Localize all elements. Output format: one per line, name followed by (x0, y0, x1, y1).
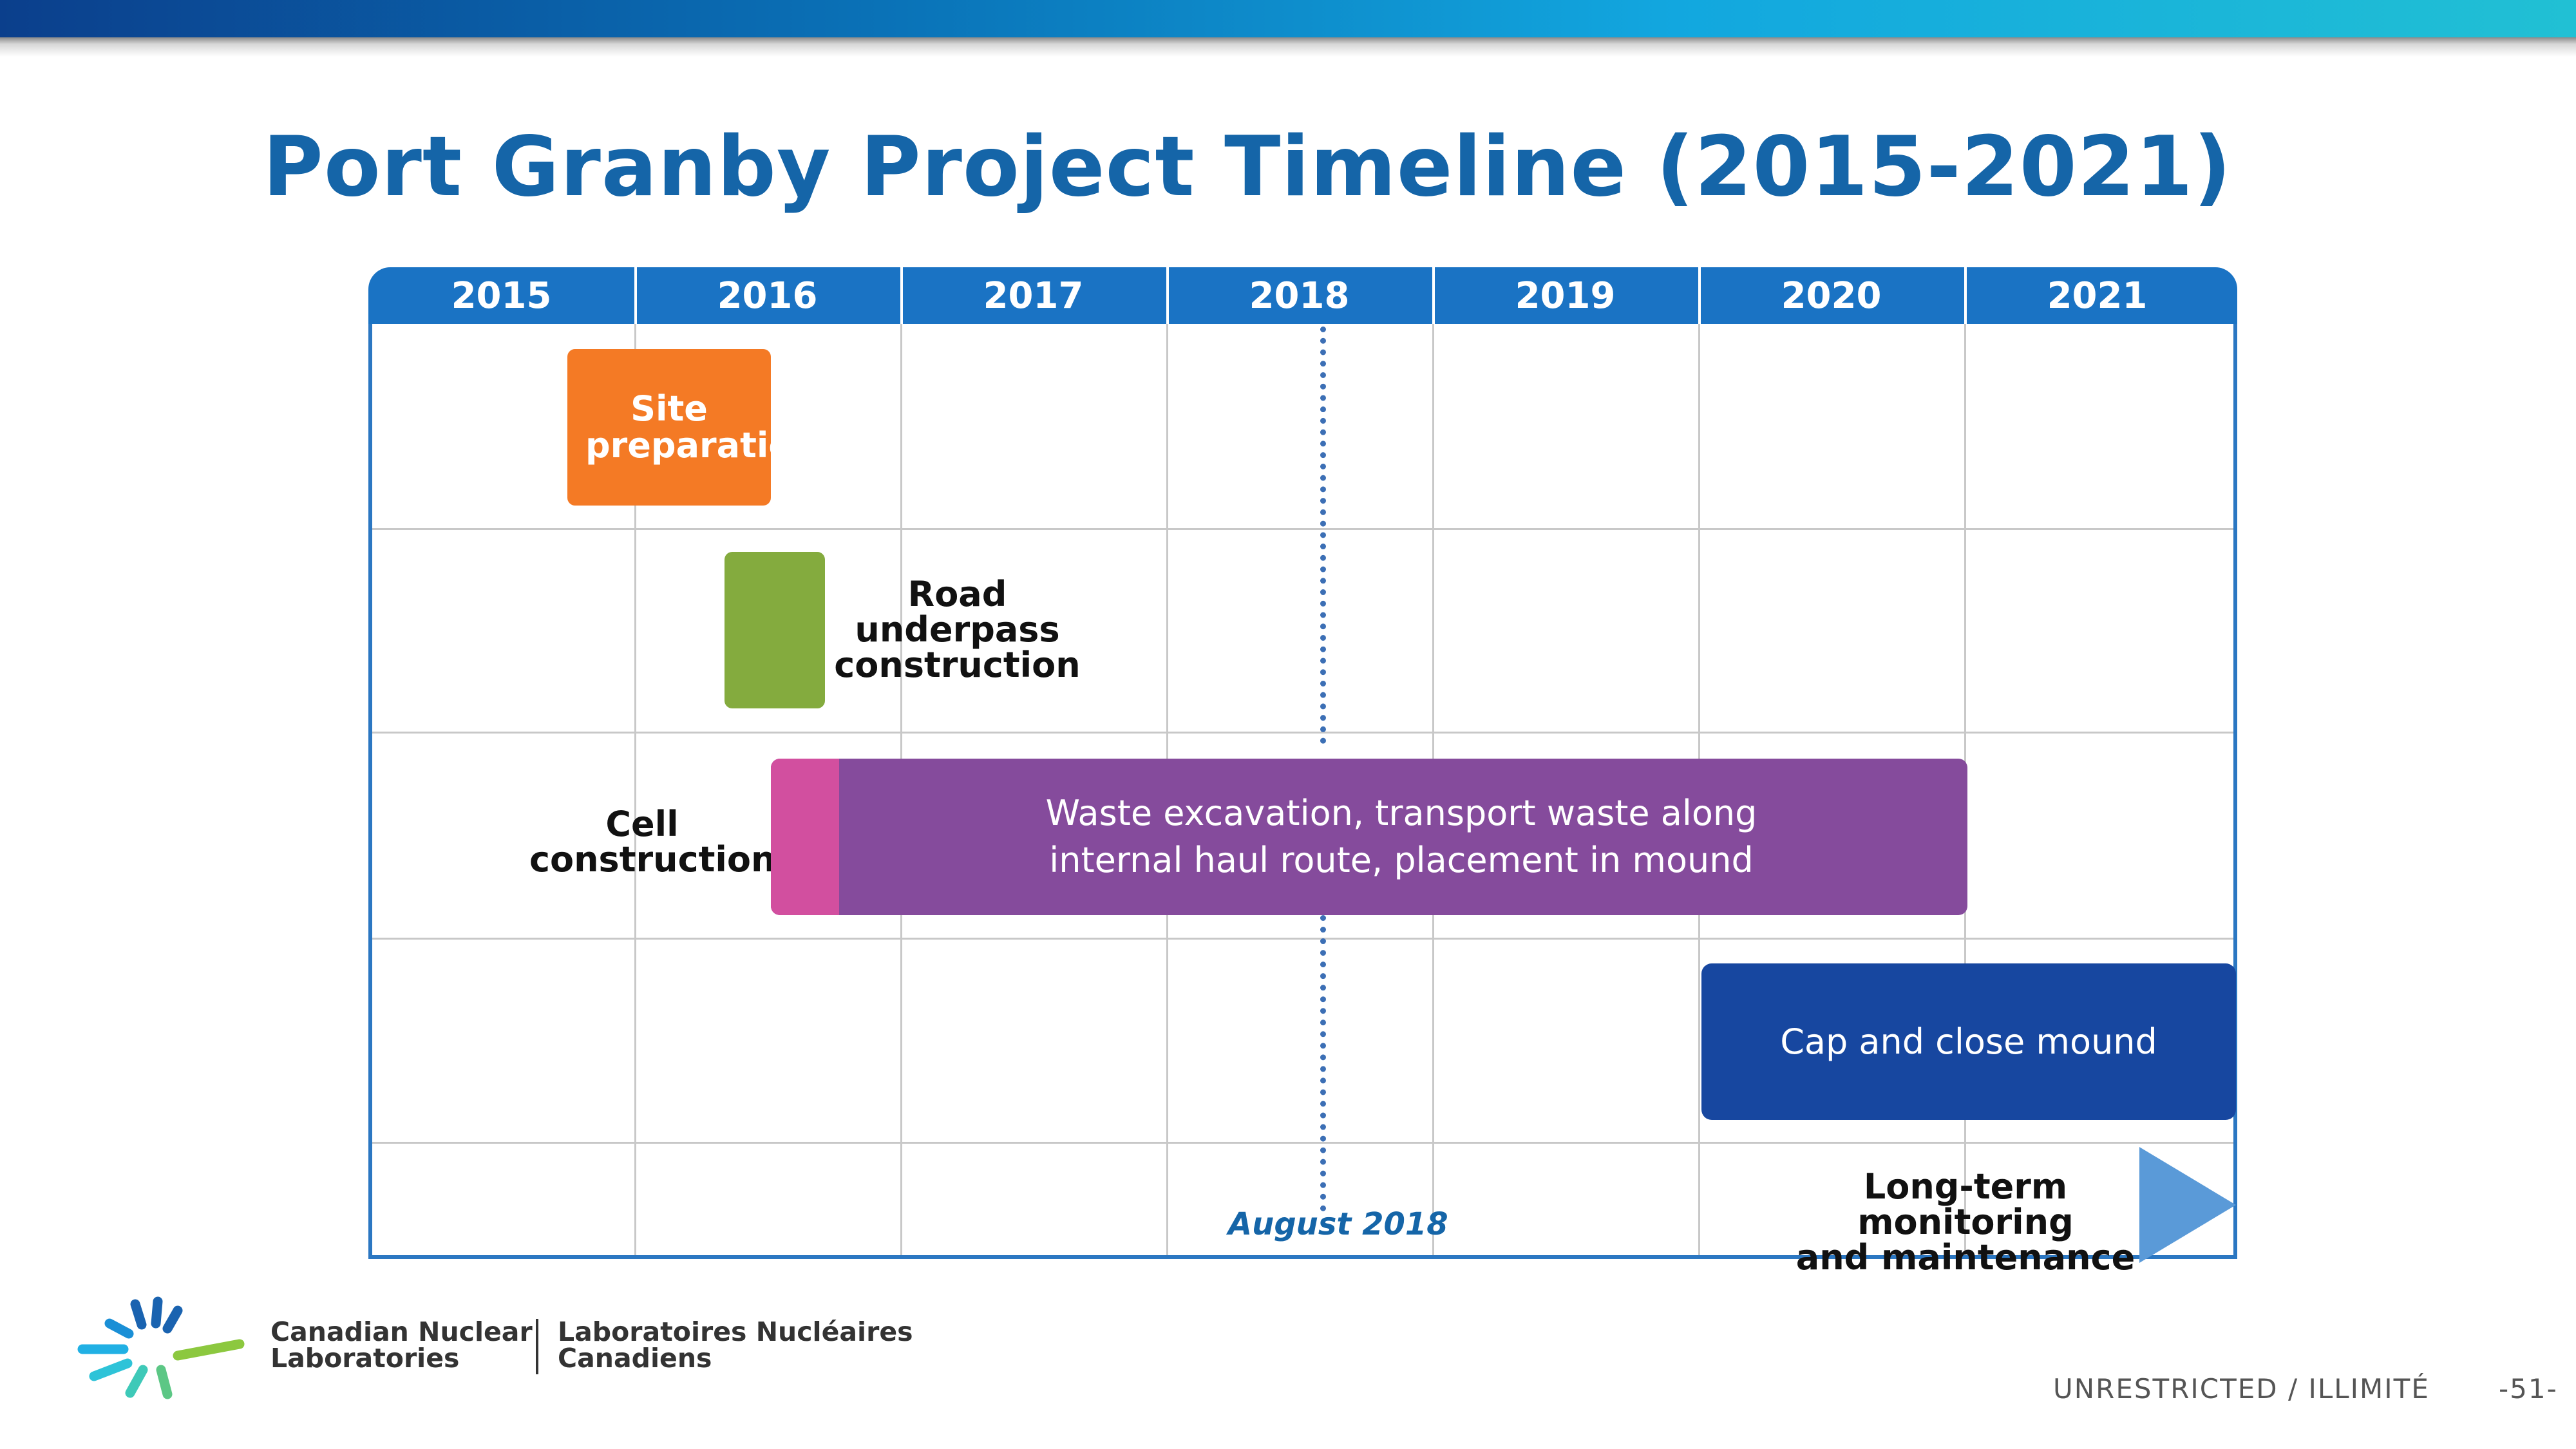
header-divider (1166, 267, 1169, 324)
cell-construction-label-line: construction (529, 839, 776, 880)
waste-excavation-bar: Waste excavation, transport waste along … (771, 759, 1967, 915)
page-number: -51- (2499, 1373, 2558, 1405)
header-divider (634, 267, 637, 324)
org-name-french-line: Laboratoires Nucléaires (558, 1316, 913, 1347)
grid-row-line (372, 938, 2233, 940)
cap-close-mound-label: Cap and close mound (1780, 1021, 2157, 1062)
year-2019: 2019 (1515, 274, 1616, 317)
cap-close-mound-bar: Cap and close mound (1701, 963, 2236, 1120)
road-underpass-label-line: underpass (855, 609, 1060, 650)
header-divider (900, 267, 903, 324)
cell-construction-label-line: Cell (605, 804, 679, 844)
long-term-monitoring-label: Long-term monitoring and maintenance (1759, 1169, 2172, 1275)
year-2015: 2015 (451, 274, 552, 317)
org-name-english-line: Laboratories (270, 1343, 460, 1374)
org-name-divider (536, 1319, 538, 1374)
org-name-english-line: Canadian Nuclear (270, 1316, 533, 1347)
long-term-monitoring-label-line: and maintenance (1795, 1237, 2136, 1278)
header-divider (1698, 267, 1701, 324)
top-shadow (0, 37, 2576, 57)
classification-label: UNRESTRICTED / ILLIMITÉ (2053, 1373, 2430, 1405)
org-name-english: Canadian Nuclear Laboratories (270, 1319, 533, 1372)
org-name-french-line: Canadiens (558, 1343, 712, 1374)
road-underpass-label-line: construction (834, 645, 1081, 686)
site-preparation-bar: Site preparation (567, 349, 817, 506)
site-preparation-label: Site preparation (585, 388, 817, 466)
waste-excavation-label-line: Waste excavation, transport waste along (1045, 792, 1757, 833)
waste-excavation-label-line: internal haul route, placement in mound (1049, 839, 1754, 880)
timeline-chart: 2015 2016 2017 2018 2019 2020 2021 Site … (368, 267, 2237, 1275)
road-underpass-bar (724, 552, 825, 708)
road-underpass-label: Road underpass construction (833, 576, 1081, 683)
year-header-band: 2015 2016 2017 2018 2019 2020 2021 (368, 267, 2237, 324)
grid-row-line (372, 528, 2233, 530)
august-2018-marker-line (1320, 327, 1326, 744)
year-2020: 2020 (1781, 274, 1882, 317)
waste-excavation-label: Waste excavation, transport waste along … (1046, 790, 1757, 884)
cell-construction-bar (771, 759, 839, 915)
header-divider (1964, 267, 1967, 324)
year-2016: 2016 (717, 274, 818, 317)
long-term-monitoring-label-line: Long-term monitoring (1857, 1166, 2074, 1243)
year-2018: 2018 (1249, 274, 1350, 317)
cnl-logo-icon (77, 1296, 245, 1399)
grid-column-line (634, 324, 636, 1255)
org-name-french: Laboratoires Nucléaires Canadiens (558, 1319, 913, 1372)
grid-row-line (372, 1142, 2233, 1144)
top-gradient-bar (0, 0, 2576, 37)
road-underpass-label-line: Road (907, 574, 1007, 614)
year-2017: 2017 (983, 274, 1084, 317)
long-term-monitoring-arrow (2139, 1147, 2236, 1263)
august-2018-marker-line (1320, 915, 1326, 1211)
header-divider (1432, 267, 1435, 324)
grid-row-line (372, 732, 2233, 734)
august-2018-label: August 2018 (1228, 1206, 1448, 1242)
slide-title: Port Granby Project Timeline (2015-2021) (263, 119, 2232, 215)
cell-construction-label: Cell construction (529, 804, 776, 880)
year-2021: 2021 (2047, 274, 2148, 317)
